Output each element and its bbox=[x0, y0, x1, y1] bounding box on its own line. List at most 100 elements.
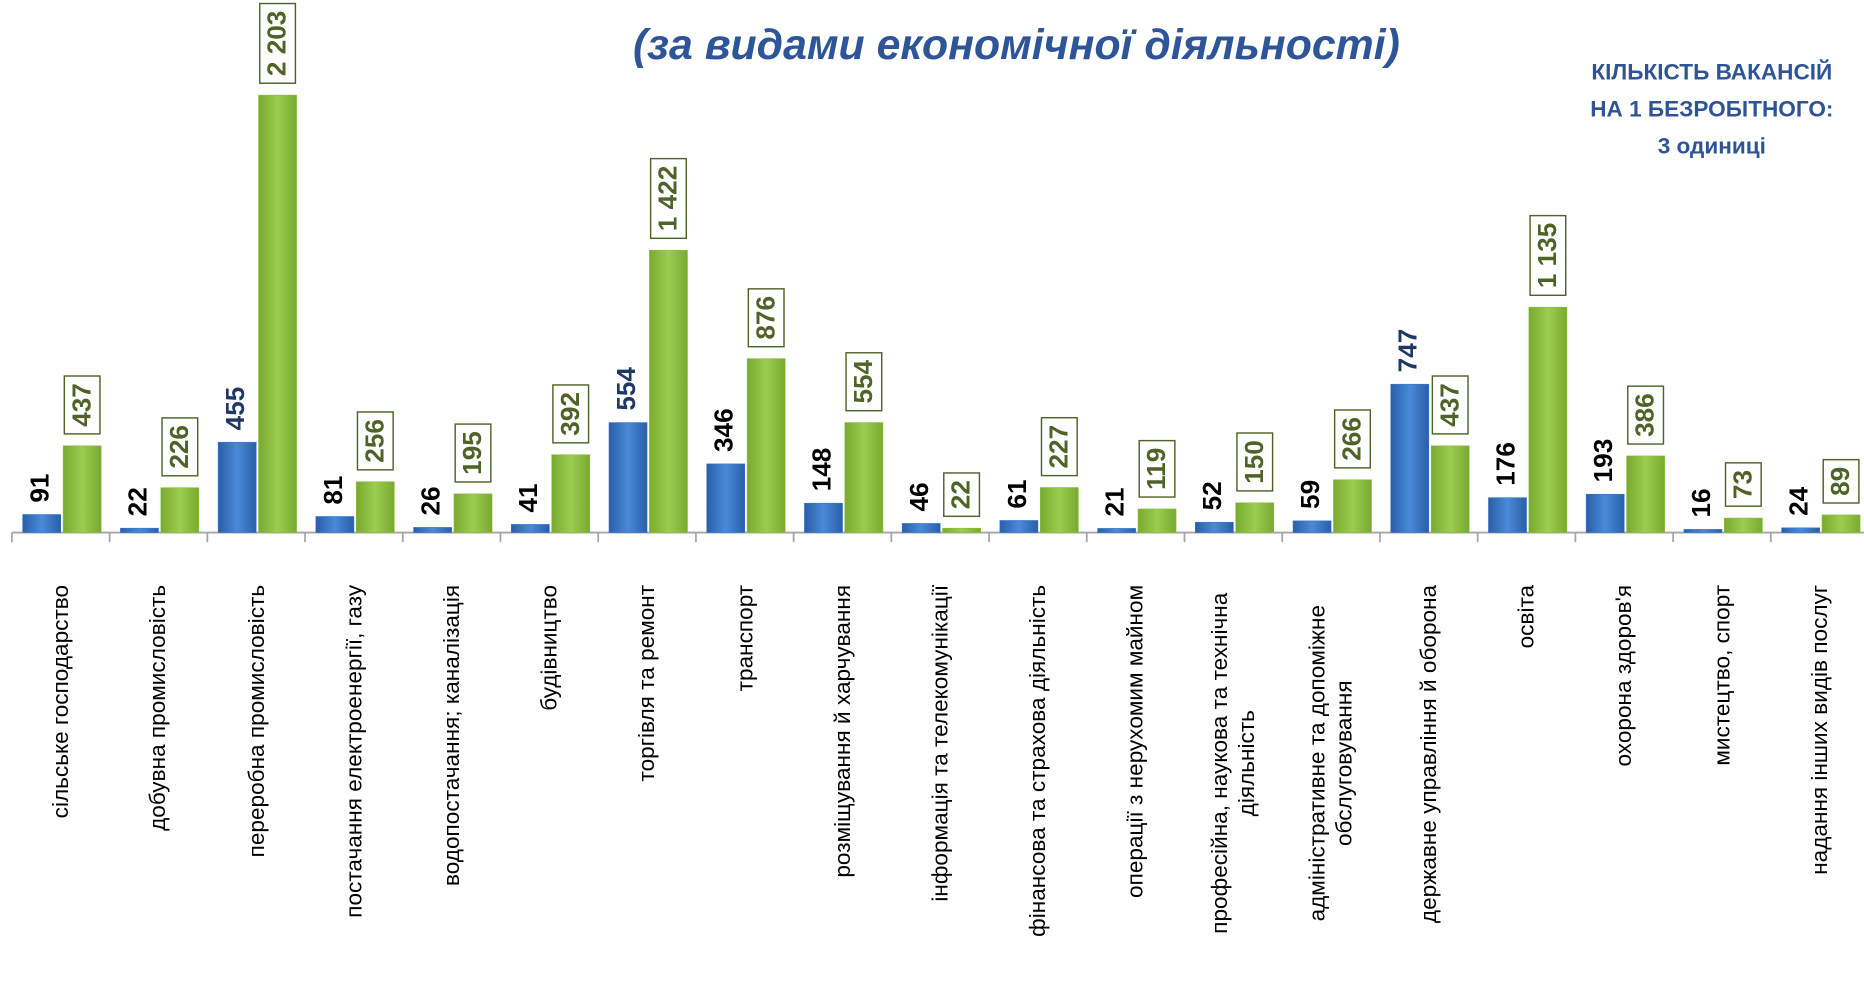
label-box bbox=[1431, 375, 1469, 435]
value-label: 747 bbox=[1393, 329, 1423, 373]
x-tick-label: переробна промисловість bbox=[243, 584, 269, 858]
bar bbox=[1430, 445, 1470, 533]
value-label-box: 89 bbox=[1822, 458, 1860, 504]
value-label: 392 bbox=[555, 392, 585, 436]
bar bbox=[649, 249, 688, 533]
value-label-box: 437 bbox=[63, 375, 101, 435]
category-label-wrap: освіта bbox=[1491, 585, 1562, 995]
value-label: 41 bbox=[513, 483, 543, 512]
value-label: 46 bbox=[904, 482, 934, 511]
x-tick-label: постачання електроенергії, газу bbox=[341, 584, 367, 918]
x-tick-label: торгівля та ремонт bbox=[634, 584, 660, 782]
value-label: 16 bbox=[1686, 488, 1716, 517]
bar bbox=[217, 441, 257, 533]
bar bbox=[355, 481, 395, 533]
bar bbox=[62, 445, 102, 533]
category-label-wrap: будівництво bbox=[514, 585, 585, 995]
value-label-box: 392 bbox=[552, 384, 590, 444]
bar bbox=[1097, 528, 1136, 533]
annotation: НА 1 БЕЗРОБІТНОГО: bbox=[1590, 97, 1833, 122]
value-label: 52 bbox=[1197, 481, 1227, 510]
bar bbox=[1821, 514, 1861, 533]
value-label: 21 bbox=[1100, 487, 1130, 516]
label-box bbox=[552, 384, 590, 444]
x-tick-label: державне управління й оборона bbox=[1416, 584, 1442, 924]
value-label: 22 bbox=[122, 487, 152, 516]
x-tick-label: освіта bbox=[1514, 584, 1539, 649]
x-tick-label: операції з нерухомим майном bbox=[1123, 584, 1149, 898]
value-label: 89 bbox=[1825, 467, 1855, 496]
value-label: 81 bbox=[318, 476, 348, 505]
value-label-box: 22 bbox=[943, 472, 981, 518]
value-label: 1 422 bbox=[653, 166, 683, 231]
value-label: 150 bbox=[1239, 440, 1269, 484]
value-label-box: 386 bbox=[1627, 385, 1665, 445]
value-label-box: 150 bbox=[1236, 432, 1274, 492]
x-tick-label: добувна промисловість bbox=[145, 584, 171, 831]
value-label: 59 bbox=[1295, 480, 1325, 509]
value-label: 226 bbox=[164, 425, 194, 469]
category-label-wrap: охорона здоров'я bbox=[1589, 585, 1660, 995]
value-label: 73 bbox=[1727, 470, 1757, 499]
value-label: 227 bbox=[1043, 425, 1073, 469]
bar bbox=[844, 422, 884, 533]
label-box bbox=[943, 472, 981, 518]
label-box bbox=[845, 352, 883, 412]
annotation: КІЛЬКІСТЬ ВАКАНСІЙ bbox=[1591, 60, 1832, 85]
value-label: 176 bbox=[1490, 442, 1520, 486]
bar bbox=[1235, 502, 1275, 533]
value-label: 256 bbox=[359, 419, 389, 463]
category-label-wrap: добувна промисловість bbox=[123, 585, 194, 995]
bar bbox=[315, 516, 355, 533]
x-tick-label: фінансова та страхова діяльність bbox=[1025, 584, 1051, 937]
value-label-box: 2 203 bbox=[259, 2, 297, 84]
category-label-wrap: державне управління й оборона bbox=[1393, 585, 1464, 995]
bar bbox=[1781, 527, 1820, 533]
value-label-box: 266 bbox=[1333, 409, 1372, 469]
bar bbox=[453, 493, 493, 533]
label-box bbox=[161, 417, 199, 477]
value-label: 876 bbox=[750, 296, 780, 340]
value-label-box: 437 bbox=[1431, 375, 1469, 435]
value-label: 346 bbox=[709, 408, 739, 452]
x-tick-label: водопостачання; каналізація bbox=[439, 584, 465, 887]
label-box bbox=[356, 411, 394, 471]
category-label-wrap: надання інших видів послуг bbox=[1784, 585, 1855, 995]
value-label: 91 bbox=[25, 474, 55, 503]
bar bbox=[551, 454, 591, 533]
bar bbox=[22, 514, 62, 533]
bar bbox=[1585, 493, 1625, 533]
category-label-wrap: інформація та телекомунікації bbox=[905, 585, 976, 995]
value-label: 554 bbox=[611, 367, 641, 411]
category-label-wrap: водопостачання; каналізація bbox=[416, 585, 487, 995]
bar bbox=[1195, 521, 1234, 533]
category-label-wrap: операції з нерухомим майном bbox=[1100, 585, 1171, 995]
label-box bbox=[63, 375, 101, 435]
value-label: 61 bbox=[1002, 479, 1032, 508]
category-label-wrap: фінансова та страхова діяльність bbox=[1002, 585, 1073, 995]
category-label-wrap: транспорт bbox=[709, 585, 780, 995]
value-label-box: 1 135 bbox=[1529, 214, 1567, 297]
label-box bbox=[1724, 462, 1762, 507]
bar bbox=[706, 463, 746, 533]
value-label: 22 bbox=[946, 480, 976, 509]
category-label-wrap: переробна промисловість bbox=[221, 585, 292, 995]
label-box bbox=[1040, 417, 1078, 477]
label-box bbox=[454, 423, 492, 483]
value-label-box: 226 bbox=[161, 417, 199, 477]
value-label: 386 bbox=[1630, 393, 1660, 437]
category-label-wrap: торгівля та ремонт bbox=[611, 585, 682, 995]
bar bbox=[1724, 517, 1763, 533]
value-label: 2 203 bbox=[262, 11, 292, 76]
value-label: 437 bbox=[66, 383, 96, 427]
label-box bbox=[1333, 409, 1372, 469]
bar bbox=[804, 502, 843, 533]
x-tick-label: сільське господарство bbox=[48, 584, 74, 819]
x-tick-label: мистецтво, спорт bbox=[1709, 584, 1735, 766]
bar bbox=[1488, 497, 1527, 533]
label-box bbox=[649, 157, 687, 240]
bar bbox=[1390, 383, 1430, 533]
category-label-wrap: професійна, наукова та технічна діяльніс… bbox=[1198, 585, 1269, 995]
